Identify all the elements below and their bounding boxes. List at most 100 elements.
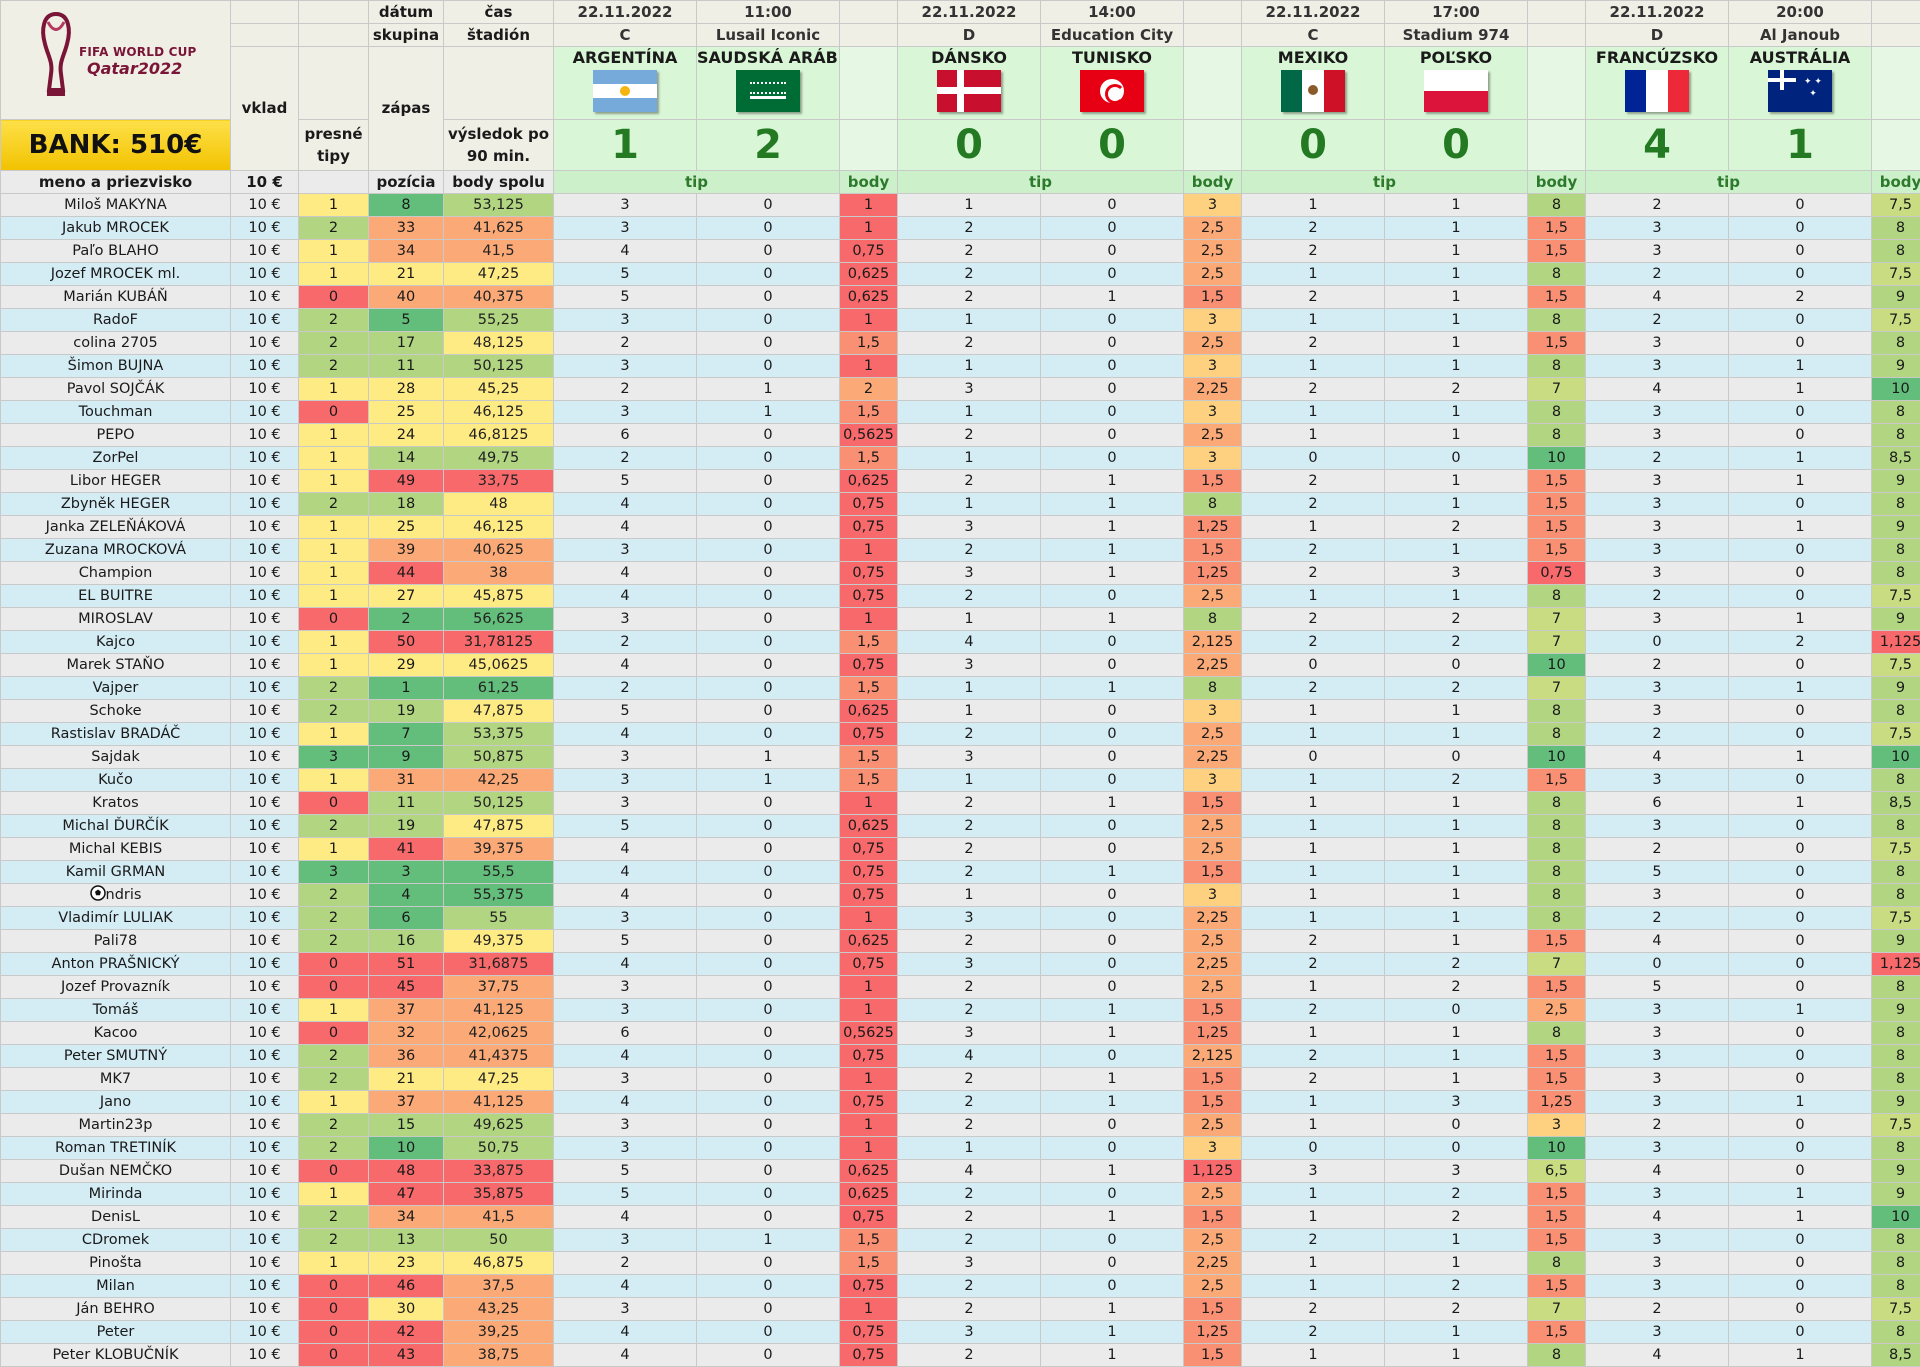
tip-away: 0 xyxy=(697,815,840,838)
away-goals: 1 xyxy=(1729,120,1872,171)
player-pozicia: 5 xyxy=(369,309,444,332)
tip-body: 2,5 xyxy=(1184,332,1242,355)
tip-away: 2 xyxy=(1385,631,1528,654)
player-presne-tipy: 1 xyxy=(299,378,369,401)
tip-body: 1,5 xyxy=(840,332,898,355)
australia-flag-icon xyxy=(1768,70,1832,112)
tip-away: 1 xyxy=(1385,217,1528,240)
tip-away: 0 xyxy=(697,1091,840,1114)
tip-away: 0 xyxy=(1041,424,1184,447)
tip-home: 3 xyxy=(554,976,697,999)
tip-away: 1 xyxy=(1385,493,1528,516)
tip-body: 8 xyxy=(1872,1229,1920,1252)
tip-away: 1 xyxy=(1729,1091,1872,1114)
tip-body: 1,5 xyxy=(840,677,898,700)
tip-home: 3 xyxy=(1586,539,1729,562)
player-name-text: Peter KLOBUČNÍK xyxy=(52,1347,178,1363)
tip-away: 2 xyxy=(1385,1206,1528,1229)
player-name-text: Ján BEHRO xyxy=(76,1301,154,1317)
player-name: Martin23p xyxy=(1,1114,231,1137)
player-vklad: 10 € xyxy=(231,861,299,884)
player-name-text: Zbyněk HEGER xyxy=(61,496,170,512)
tip-away: 1 xyxy=(1729,1344,1872,1367)
player-vklad: 10 € xyxy=(231,769,299,792)
tip-body: 1,5 xyxy=(1528,1183,1586,1206)
tip-home: 1 xyxy=(1242,1114,1385,1137)
tip-away: 3 xyxy=(1385,562,1528,585)
tip-home: 3 xyxy=(554,907,697,930)
tip-body: 2 xyxy=(840,378,898,401)
tip-away: 1 xyxy=(697,746,840,769)
tip-home: 2 xyxy=(1242,1298,1385,1321)
tip-away: 1 xyxy=(1041,286,1184,309)
tip-body: 8 xyxy=(1528,723,1586,746)
player-name: Peter KLOBUČNÍK xyxy=(1,1344,231,1367)
player-pozicia: 6 xyxy=(369,907,444,930)
player-name-text: RadoF xyxy=(93,312,138,328)
tip-home: 4 xyxy=(898,631,1041,654)
tip-home: 0 xyxy=(1242,1137,1385,1160)
france-flag-icon xyxy=(1625,70,1689,112)
tip-away: 0 xyxy=(1729,1321,1872,1344)
player-body-spolu: 41,5 xyxy=(444,1206,554,1229)
player-name: Champion xyxy=(1,562,231,585)
tip-body: 1 xyxy=(840,1298,898,1321)
tip-home: 2 xyxy=(554,631,697,654)
tip-body: 8 xyxy=(1528,355,1586,378)
player-body-spolu: 45,0625 xyxy=(444,654,554,677)
player-pozicia: 51 xyxy=(369,953,444,976)
player-name-text: Paľo BLAHO xyxy=(72,243,159,259)
player-vklad: 10 € xyxy=(231,631,299,654)
tip-body: 1 xyxy=(840,1114,898,1137)
tip-away: 0 xyxy=(1729,700,1872,723)
tip-body: 7 xyxy=(1528,631,1586,654)
tip-body: 1 xyxy=(840,539,898,562)
tip-body: 1,25 xyxy=(1528,1091,1586,1114)
tip-away: 0 xyxy=(1729,953,1872,976)
tip-body: 7 xyxy=(1528,953,1586,976)
tip-away: 0 xyxy=(1041,378,1184,401)
tip-home: 2 xyxy=(898,1298,1041,1321)
player-name: Michal KEBIS xyxy=(1,838,231,861)
player-vklad: 10 € xyxy=(231,1068,299,1091)
player-name-text: ZorPel xyxy=(93,450,139,466)
tip-body: 8 xyxy=(1872,1137,1920,1160)
player-pozicia: 11 xyxy=(369,792,444,815)
tip-home: 4 xyxy=(554,884,697,907)
denmark-flag-icon xyxy=(937,70,1001,112)
logo-subtitle: Qatar2022 xyxy=(87,58,182,79)
match-group: C xyxy=(554,24,697,47)
tip-body: 0,5625 xyxy=(840,424,898,447)
player-name: Michal ĎURČÍK xyxy=(1,815,231,838)
tip-home: 6 xyxy=(554,424,697,447)
tip-away: 0 xyxy=(1385,654,1528,677)
tip-body: 8 xyxy=(1528,792,1586,815)
tip-away: 1 xyxy=(1041,470,1184,493)
player-name-text: Pinošta xyxy=(89,1255,142,1271)
header-vklad: vklad xyxy=(231,47,299,171)
tip-away: 0 xyxy=(1041,838,1184,861)
tip-body: 1,5 xyxy=(840,631,898,654)
tip-away: 0 xyxy=(1041,953,1184,976)
tip-body: 1,5 xyxy=(1528,1275,1586,1298)
tip-home: 1 xyxy=(1242,976,1385,999)
tip-home: 2 xyxy=(1242,217,1385,240)
tip-body: 1,5 xyxy=(1528,286,1586,309)
tip-home: 4 xyxy=(554,654,697,677)
player-presne-tipy: 1 xyxy=(299,631,369,654)
player-pozicia: 30 xyxy=(369,1298,444,1321)
tip-body: 9 xyxy=(1872,608,1920,631)
tip-away: 0 xyxy=(1385,447,1528,470)
tip-body: 1 xyxy=(840,608,898,631)
player-presne-tipy: 2 xyxy=(299,700,369,723)
tip-home: 3 xyxy=(554,309,697,332)
tip-home: 4 xyxy=(554,838,697,861)
player-body-spolu: 55,375 xyxy=(444,884,554,907)
player-body-spolu: 61,25 xyxy=(444,677,554,700)
player-name: RadoF xyxy=(1,309,231,332)
tip-home: 1 xyxy=(1242,309,1385,332)
player-presne-tipy: 1 xyxy=(299,1252,369,1275)
player-pozicia: 47 xyxy=(369,1183,444,1206)
